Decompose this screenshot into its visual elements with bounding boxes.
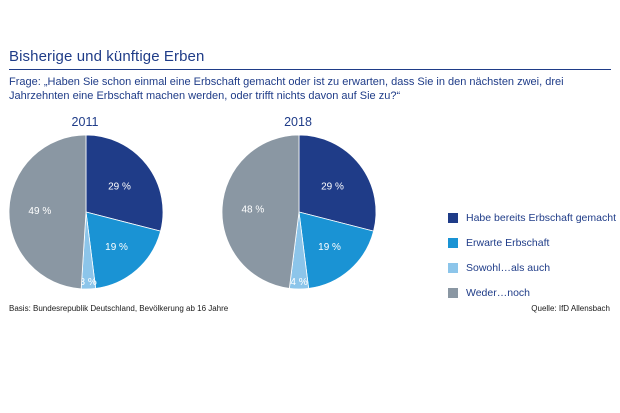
pie-chart-2011: 29 % 19 % 3 % 49 %: [8, 134, 164, 290]
pie-title-2011: 2011: [71, 115, 99, 129]
footer-source: Quelle: IfD Allensbach: [531, 304, 610, 313]
pie-slice-weder: [8, 134, 87, 290]
pie-slice-bereits: [85, 134, 164, 232]
survey-question: Frage: „Haben Sie schon einmal eine Erbs…: [9, 76, 564, 102]
pie-label-erwarte: 19 %: [318, 242, 341, 253]
legend-item-erwarte: Erwarte Erbschaft: [448, 230, 616, 255]
pie-slice-erwarte: [85, 211, 162, 289]
pie-label-erwarte: 19 %: [105, 242, 128, 253]
legend: Habe bereits Erbschaft gemacht Erwarte E…: [448, 205, 616, 305]
legend-label: Erwarte Erbschaft: [466, 236, 550, 249]
legend-swatch: [448, 287, 458, 298]
legend-label: Habe bereits Erbschaft gemacht: [466, 211, 616, 224]
pie-slice-erwarte: [298, 211, 375, 289]
pie-label-bereits: 29 %: [108, 182, 131, 193]
pie-slice-weder: [221, 134, 300, 289]
legend-swatch: [448, 237, 458, 248]
legend-swatch: [448, 212, 458, 223]
legend-swatch: [448, 262, 458, 273]
footer-basis: Basis: Bundesrepublik Deutschland, Bevöl…: [9, 304, 229, 313]
legend-item-weder: Weder…noch: [448, 280, 616, 305]
pie-slice-bereits: [298, 134, 377, 232]
legend-item-bereits: Habe bereits Erbschaft gemacht: [448, 205, 616, 230]
pie-label-bereits: 29 %: [321, 182, 344, 193]
pie-label-sowohl: 4 %: [290, 277, 307, 288]
pie-chart-2018: 29 % 19 % 4 % 48 %: [221, 134, 377, 290]
legend-item-sowohl: Sowohl…als auch: [448, 255, 616, 280]
pie-label-weder: 48 %: [241, 205, 264, 216]
pie-label-sowohl: 3 %: [80, 277, 97, 288]
pie-label-weder: 49 %: [28, 206, 51, 217]
pie-title-2018: 2018: [284, 115, 312, 129]
chart-title: Bisherige und künftige Erben: [9, 48, 205, 65]
title-divider: [9, 69, 611, 70]
legend-label: Weder…noch: [466, 286, 531, 299]
legend-label: Sowohl…als auch: [466, 261, 551, 274]
